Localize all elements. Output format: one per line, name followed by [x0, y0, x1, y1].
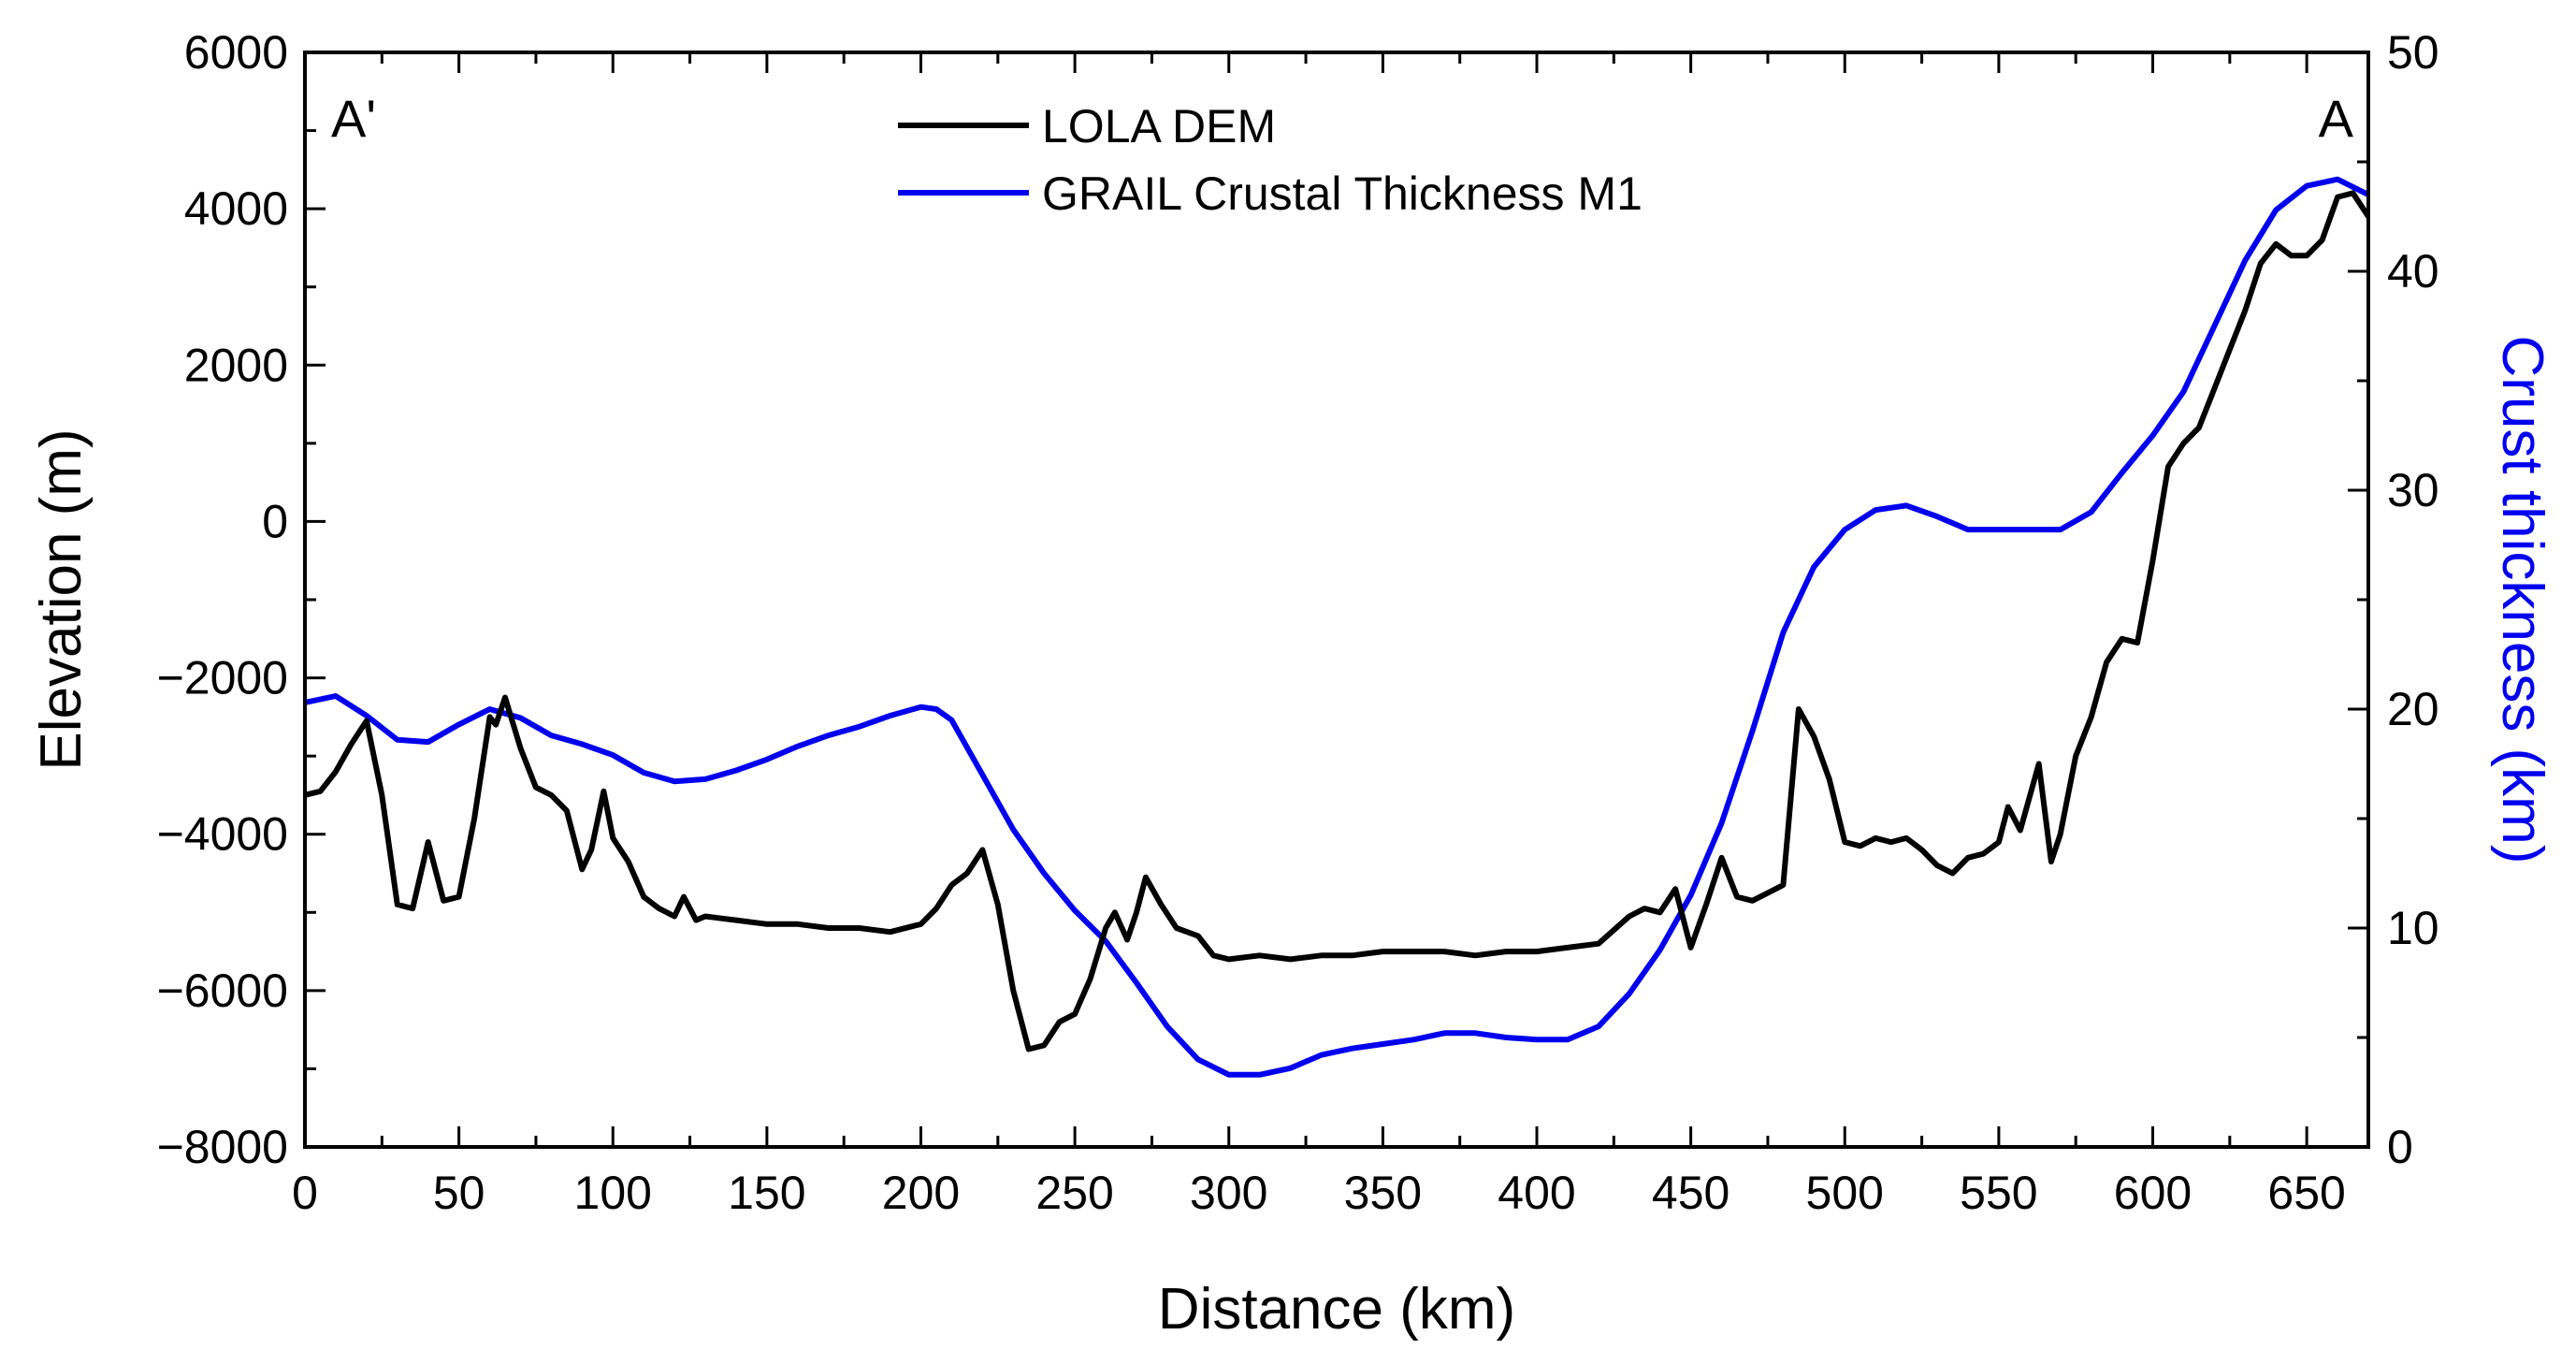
left-axis-ticks: −8000 −6000 −4000 −2000 0 2000 4000 6000: [157, 26, 326, 1173]
x-tick-label: 400: [1498, 1167, 1575, 1219]
series-line-grail-crustal-thickness-m1: [305, 176, 2368, 1078]
x-tick-label: 550: [1960, 1167, 2037, 1219]
profile-label-start: A': [331, 89, 376, 148]
right-axis-title: Crust thickness (km): [2490, 336, 2554, 864]
series-line-lola-dem: [305, 190, 2368, 1052]
y-right-tick-label: 40: [2387, 245, 2439, 297]
x-tick-label: 600: [2114, 1167, 2192, 1219]
series-layer: [305, 176, 2368, 1078]
y-left-tick-label: −2000: [157, 652, 288, 704]
y-left-tick-label: −6000: [157, 965, 288, 1017]
x-tick-label: 300: [1190, 1167, 1267, 1219]
y-right-tick-label: 50: [2387, 26, 2439, 79]
x-tick-label: 250: [1035, 1167, 1113, 1219]
x-tick-label: 150: [728, 1167, 805, 1219]
legend-label-lola-dem: LOLA DEM: [1042, 100, 1276, 152]
y-left-tick-label: 6000: [184, 26, 288, 79]
y-right-tick-label: 0: [2387, 1121, 2413, 1173]
x-axis-title: Distance (km): [1158, 1277, 1515, 1342]
x-tick-label: 0: [292, 1167, 318, 1219]
y-right-tick-label: 10: [2387, 902, 2439, 954]
left-axis-title: Elevation (m): [29, 428, 94, 770]
x-tick-label: 100: [574, 1167, 652, 1219]
x-tick-label: 350: [1344, 1167, 1422, 1219]
y-left-tick-label: 2000: [184, 339, 288, 391]
x-tick-label: 450: [1652, 1167, 1729, 1219]
y-right-tick-label: 30: [2387, 464, 2439, 516]
y-left-tick-label: −4000: [157, 808, 288, 861]
y-left-tick-label: 4000: [184, 182, 288, 235]
right-axis-ticks: 0 10 20 30 40 50: [2348, 26, 2439, 1173]
legend: LOLA DEM GRAIL Crustal Thickness M1: [898, 100, 1643, 220]
y-left-tick-label: −8000: [157, 1121, 288, 1173]
x-axis-ticks: 0 50 100 150 200 250 300 350 400 450 500 550 600 650: [292, 52, 2346, 1219]
x-tick-label: 650: [2267, 1167, 2345, 1219]
y-right-tick-label: 20: [2387, 683, 2439, 735]
x-tick-label: 200: [882, 1167, 960, 1219]
profile-label-end: A: [2319, 89, 2354, 148]
y-left-tick-label: 0: [262, 495, 288, 547]
x-tick-label: 50: [433, 1167, 485, 1219]
x-tick-label: 500: [1806, 1167, 1884, 1219]
legend-label-grail-crustal-thickness: GRAIL Crustal Thickness M1: [1042, 167, 1643, 220]
